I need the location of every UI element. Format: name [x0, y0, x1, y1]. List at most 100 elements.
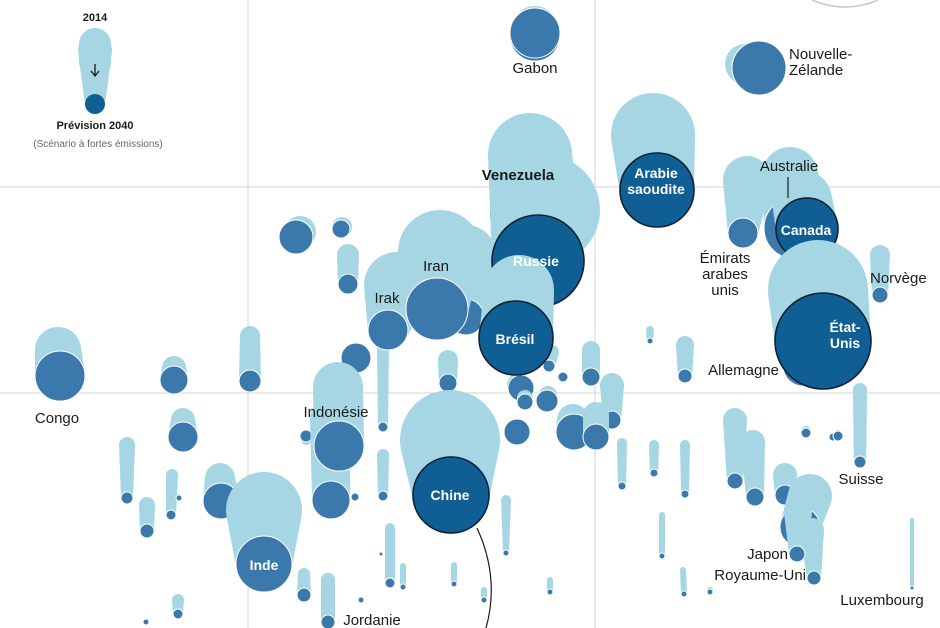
country-bubble-35-trail — [377, 455, 389, 497]
country-bubble-50-end — [582, 423, 610, 451]
bubble-norvege-trail — [870, 255, 890, 296]
country-bubble-61-trail — [723, 420, 747, 482]
country-bubble-48-end — [503, 418, 531, 446]
legend-start-label: 2014 — [83, 12, 108, 24]
country-bubble-34 — [350, 492, 360, 502]
country-bubble-23-trail — [119, 445, 135, 499]
country-bubble-12-end — [438, 373, 458, 393]
bubble-inde — [226, 472, 302, 593]
country-bubble-6-end — [337, 273, 359, 295]
bubble-luxembourg-end — [909, 585, 915, 591]
country-bubble-23-end — [120, 491, 134, 505]
country-bubble-35 — [377, 449, 389, 502]
bubble-bresil-end — [478, 300, 554, 376]
country-bubble-52 — [450, 562, 458, 588]
country-bubble-36-trail — [385, 528, 395, 583]
country-bubble-11-trail — [377, 345, 389, 428]
label-australie: Australie — [760, 158, 818, 175]
country-bubble-32-end — [311, 480, 351, 520]
bubble-japon — [784, 498, 812, 563]
bubble-layer — [34, 6, 915, 628]
bubble-etats-unis-end — [774, 292, 872, 390]
bubble-arabie-saoudite-end — [619, 152, 695, 228]
country-bubble-4 — [278, 216, 316, 255]
label-iran: Iran — [423, 258, 449, 275]
bubble-inde-end — [235, 535, 293, 593]
bubble-suisse-trail — [853, 392, 867, 463]
label-japon: Japon — [747, 546, 788, 563]
bubble-norvege-end — [871, 286, 889, 304]
country-bubble-57-end — [680, 489, 690, 499]
country-bubble-59-end — [680, 590, 688, 598]
bubble-royaume-uni-end — [806, 570, 822, 586]
label-venezuela: Venezuela — [482, 167, 555, 184]
country-bubble-21-end — [677, 368, 693, 384]
label-inde: Inde — [250, 557, 279, 573]
country-bubble-58 — [658, 512, 666, 560]
country-bubble-15 — [535, 386, 559, 413]
bubble-suisse-end — [853, 455, 867, 469]
bubble-norvege — [870, 245, 890, 304]
bubble-nouvelle-zelande — [731, 40, 787, 96]
country-bubble-6 — [337, 244, 359, 295]
country-bubble-51 — [501, 495, 511, 557]
country-bubble-14 — [516, 390, 534, 411]
bubble-suisse — [853, 385, 867, 469]
country-bubble-51-end — [502, 549, 510, 557]
country-bubble-52-end — [450, 580, 458, 588]
bubble-royaume-uni-trail — [806, 535, 822, 579]
legend-end-label: Prévision 2040 — [56, 120, 133, 132]
legend-end-bubble — [85, 94, 105, 114]
country-bubble-25 — [165, 469, 178, 521]
leader-lines — [476, 177, 789, 628]
country-bubble-42 — [172, 594, 184, 620]
label-congo: Congo — [35, 410, 79, 427]
country-bubble-56-end — [649, 468, 659, 478]
bubble-gabon — [509, 6, 561, 59]
label-russie: Russie — [513, 253, 559, 269]
country-bubble-41 — [357, 596, 365, 604]
bubble-indonesie-end — [313, 420, 365, 472]
country-bubble-55-trail — [617, 443, 627, 487]
partial-bubble-edge — [811, 0, 879, 8]
country-bubble-22-end — [167, 421, 199, 453]
country-bubble-65-end — [800, 427, 812, 439]
country-bubble-37-end — [399, 583, 407, 591]
country-bubble-56 — [649, 440, 659, 478]
country-bubble-59 — [680, 567, 688, 598]
label-nouvelle-zelande: Nouvelle-Zélande — [789, 46, 852, 79]
country-bubble-12 — [438, 350, 458, 393]
country-bubble-35-end — [377, 490, 389, 502]
country-bubble-41-end — [357, 596, 365, 604]
bubble-chine-end — [412, 456, 490, 534]
country-bubble-57-trail — [680, 445, 690, 495]
label-luxembourg: Luxembourg — [840, 592, 923, 609]
country-bubble-9 — [238, 326, 262, 393]
country-bubble-62-trail — [741, 442, 765, 498]
country-bubble-38 — [378, 551, 384, 557]
label-emirats-arabes-unis: Émirats arabes unis — [700, 250, 751, 299]
bubble-indonesie — [313, 370, 365, 472]
country-bubble-21 — [676, 336, 694, 384]
country-bubble-57 — [680, 440, 690, 499]
bubble-jordanie — [320, 573, 336, 628]
country-bubble-37 — [399, 563, 407, 591]
bubble-congo-end — [34, 350, 86, 402]
bubble-irak-end — [367, 309, 409, 351]
country-bubble-34-end — [350, 492, 360, 502]
country-bubble-48 — [503, 418, 531, 446]
bubble-royaume-uni — [806, 527, 822, 586]
country-bubble-5-end — [331, 219, 351, 239]
legend-arrow-icon — [90, 70, 100, 78]
country-bubble-31-end — [299, 429, 313, 443]
country-bubble-58-end — [658, 552, 666, 560]
country-bubble-9-end — [238, 369, 262, 393]
label-chine: Chine — [431, 487, 470, 503]
label-arabie-saoudite: Arabie saoudite — [627, 165, 685, 197]
bubble-emirats-arabes-unis-end — [727, 217, 759, 249]
country-bubble-31 — [299, 429, 313, 445]
country-bubble-54-end — [480, 596, 488, 604]
country-bubble-53 — [546, 577, 554, 596]
country-bubble-8-end — [159, 365, 189, 395]
